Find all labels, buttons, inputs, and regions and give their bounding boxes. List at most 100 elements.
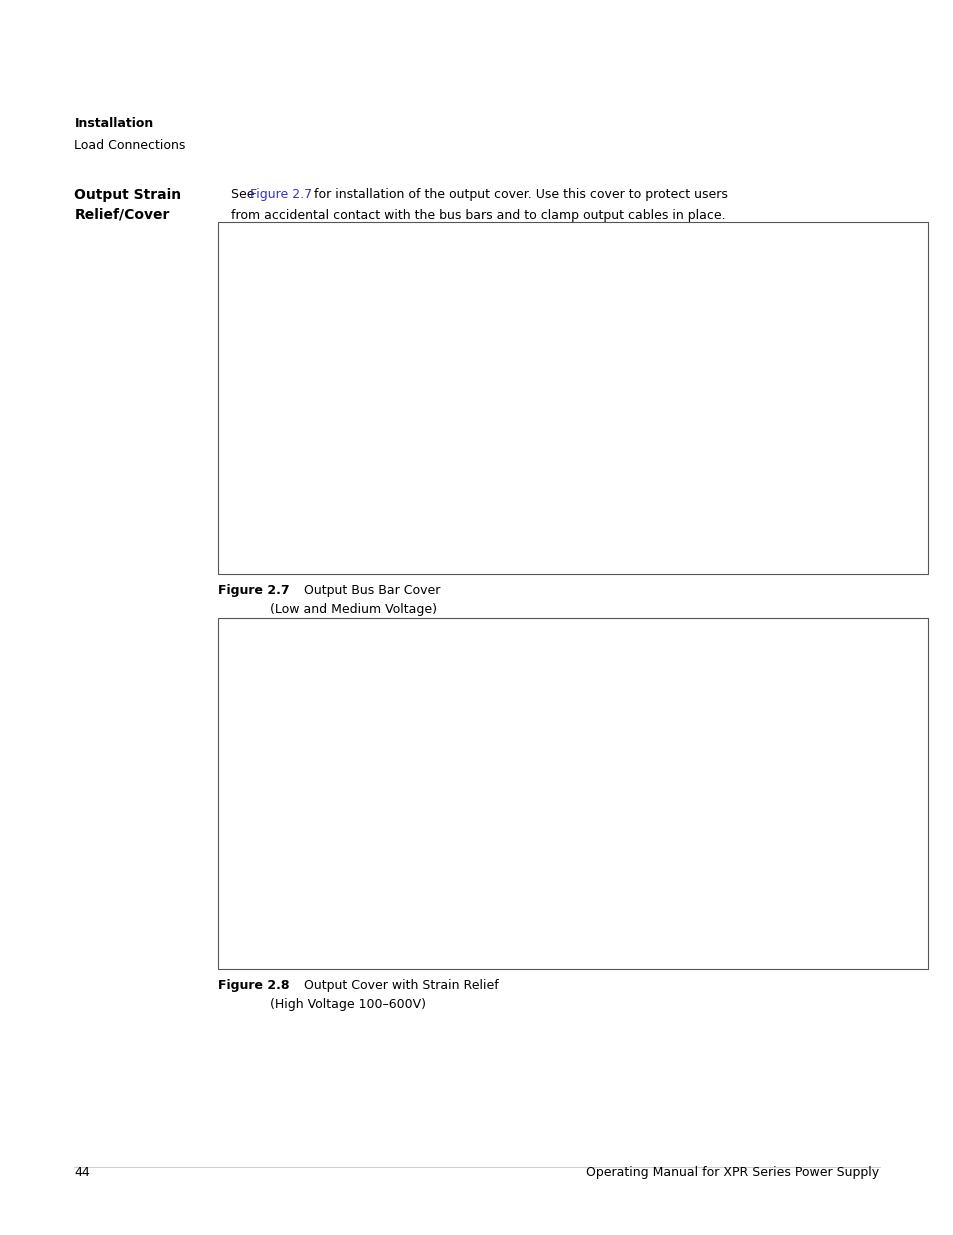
Circle shape xyxy=(476,763,485,771)
Circle shape xyxy=(506,763,514,771)
Polygon shape xyxy=(477,724,572,776)
Polygon shape xyxy=(477,667,556,708)
Circle shape xyxy=(526,274,536,283)
Circle shape xyxy=(540,290,550,300)
Circle shape xyxy=(474,877,481,884)
Circle shape xyxy=(565,910,573,919)
Polygon shape xyxy=(647,646,701,677)
Circle shape xyxy=(540,308,550,316)
Polygon shape xyxy=(538,755,545,768)
Polygon shape xyxy=(654,657,701,680)
Circle shape xyxy=(565,877,573,884)
Circle shape xyxy=(564,725,572,734)
Polygon shape xyxy=(671,499,688,516)
Circle shape xyxy=(416,771,424,779)
Polygon shape xyxy=(471,663,613,834)
Polygon shape xyxy=(674,727,691,745)
Circle shape xyxy=(594,725,601,734)
Circle shape xyxy=(700,781,703,784)
Circle shape xyxy=(555,290,564,300)
Circle shape xyxy=(569,358,578,368)
Polygon shape xyxy=(701,677,719,795)
Polygon shape xyxy=(647,499,664,516)
Circle shape xyxy=(649,672,652,676)
Circle shape xyxy=(418,773,421,777)
Circle shape xyxy=(512,274,521,283)
Circle shape xyxy=(578,725,587,734)
Circle shape xyxy=(671,721,677,727)
Polygon shape xyxy=(471,799,589,921)
Text: Figure 2.7: Figure 2.7 xyxy=(217,584,289,598)
Circle shape xyxy=(594,782,601,789)
Circle shape xyxy=(506,706,514,715)
Polygon shape xyxy=(613,312,626,326)
Circle shape xyxy=(506,725,514,734)
Circle shape xyxy=(476,782,485,789)
Circle shape xyxy=(641,325,649,333)
Polygon shape xyxy=(464,264,471,390)
Circle shape xyxy=(628,312,662,346)
Circle shape xyxy=(581,798,590,806)
Circle shape xyxy=(578,763,587,771)
Circle shape xyxy=(618,443,628,453)
Polygon shape xyxy=(464,245,586,390)
Polygon shape xyxy=(410,289,419,506)
Circle shape xyxy=(520,782,529,789)
Circle shape xyxy=(491,706,499,715)
Circle shape xyxy=(414,905,426,918)
Circle shape xyxy=(489,877,497,884)
Circle shape xyxy=(555,325,564,333)
Circle shape xyxy=(491,725,499,734)
Circle shape xyxy=(476,743,485,752)
Circle shape xyxy=(512,325,521,333)
Circle shape xyxy=(520,743,529,752)
Text: Figure 2.8: Figure 2.8 xyxy=(217,979,289,993)
Circle shape xyxy=(512,358,521,368)
Circle shape xyxy=(564,819,572,827)
Polygon shape xyxy=(471,650,613,697)
Circle shape xyxy=(418,287,421,290)
Circle shape xyxy=(689,504,706,521)
Circle shape xyxy=(474,910,481,919)
Circle shape xyxy=(498,290,507,300)
Circle shape xyxy=(489,910,497,919)
Polygon shape xyxy=(426,387,436,405)
Circle shape xyxy=(470,290,478,300)
Circle shape xyxy=(554,412,558,416)
Circle shape xyxy=(540,342,550,351)
Circle shape xyxy=(470,274,478,283)
Circle shape xyxy=(491,800,499,808)
Text: 44: 44 xyxy=(74,1166,91,1179)
Text: (Low and Medium Voltage): (Low and Medium Voltage) xyxy=(217,603,436,616)
Circle shape xyxy=(578,800,587,808)
Polygon shape xyxy=(647,663,701,789)
Circle shape xyxy=(470,325,478,333)
Circle shape xyxy=(476,800,485,808)
Polygon shape xyxy=(593,331,606,345)
Circle shape xyxy=(555,358,564,368)
Polygon shape xyxy=(586,261,640,387)
Circle shape xyxy=(526,375,536,384)
Polygon shape xyxy=(464,322,613,398)
Polygon shape xyxy=(438,811,450,830)
Circle shape xyxy=(550,743,558,752)
Text: Load Connections: Load Connections xyxy=(74,138,186,152)
Circle shape xyxy=(418,412,421,416)
Circle shape xyxy=(578,782,587,789)
Circle shape xyxy=(470,358,478,368)
Circle shape xyxy=(461,462,466,468)
Circle shape xyxy=(416,410,424,419)
Polygon shape xyxy=(426,442,436,461)
Polygon shape xyxy=(491,800,497,813)
Circle shape xyxy=(565,893,573,902)
Polygon shape xyxy=(613,294,626,308)
Polygon shape xyxy=(613,331,626,345)
Circle shape xyxy=(698,676,705,684)
Circle shape xyxy=(564,782,572,789)
Circle shape xyxy=(682,498,713,527)
Polygon shape xyxy=(426,331,436,350)
Circle shape xyxy=(621,514,625,517)
Polygon shape xyxy=(423,787,435,806)
Circle shape xyxy=(594,706,601,715)
Circle shape xyxy=(484,375,493,384)
